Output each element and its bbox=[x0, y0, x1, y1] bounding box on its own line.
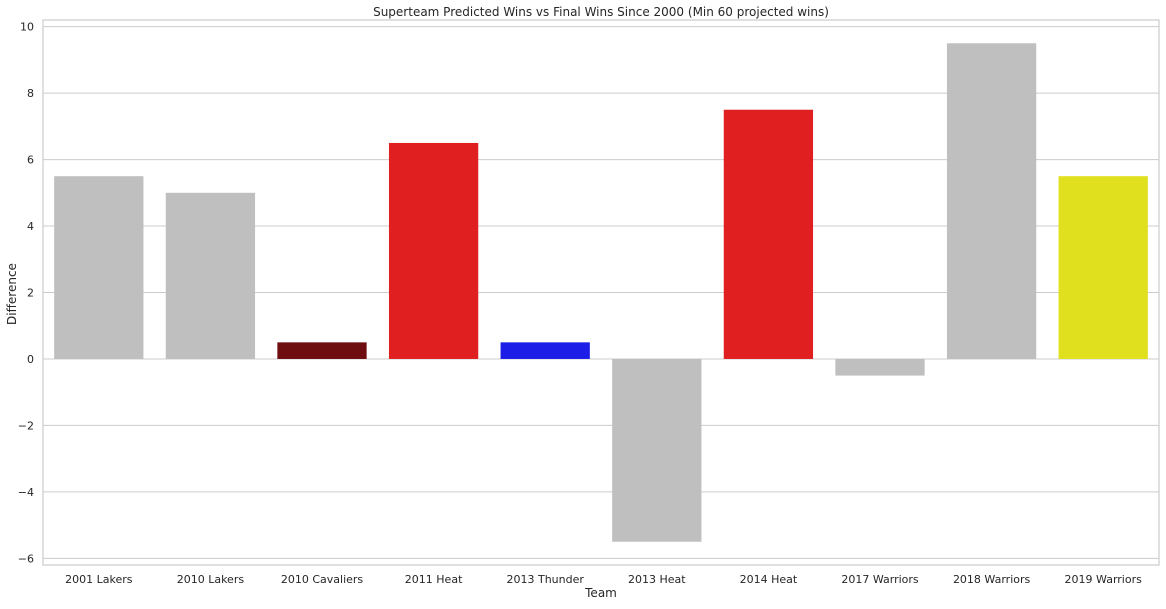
x-tick-label: 2017 Warriors bbox=[841, 573, 919, 586]
bar bbox=[1058, 176, 1148, 359]
x-tick-label: 2011 Heat bbox=[405, 573, 463, 586]
y-axis-label: Difference bbox=[5, 263, 19, 325]
y-tick-label: 2 bbox=[27, 287, 34, 300]
bar bbox=[54, 176, 144, 359]
y-axis-ticks: −6 −4 −2 0 2 4 6 8 10 bbox=[18, 21, 34, 566]
axes-frame bbox=[42, 19, 1160, 566]
x-tick-label: 2014 Heat bbox=[740, 573, 798, 586]
x-tick-label: 2013 Heat bbox=[628, 573, 686, 586]
y-tick-label: 0 bbox=[27, 353, 34, 366]
x-axis-ticks: 2001 Lakers 2010 Lakers 2010 Cavaliers 2011… bbox=[65, 573, 1142, 586]
y-tick-label: 6 bbox=[27, 154, 34, 167]
bar bbox=[388, 142, 479, 359]
x-tick-label: 2001 Lakers bbox=[65, 573, 133, 586]
x-tick-label: 2010 Lakers bbox=[177, 573, 245, 586]
bars bbox=[54, 43, 1148, 542]
y-tick-label: −2 bbox=[18, 419, 34, 432]
x-tick-label: 2018 Warriors bbox=[953, 573, 1031, 586]
x-axis-label: Team bbox=[584, 586, 617, 600]
bar bbox=[277, 342, 367, 359]
bar bbox=[946, 43, 1037, 359]
plot-frame bbox=[42, 19, 1160, 566]
x-tick-label: 2019 Warriors bbox=[1065, 573, 1143, 586]
bar bbox=[500, 342, 590, 359]
bar bbox=[612, 358, 702, 542]
y-tick-label: 10 bbox=[20, 21, 34, 34]
y-tick-label: −6 bbox=[18, 552, 34, 565]
y-tick-label: −4 bbox=[18, 486, 34, 499]
bar bbox=[835, 358, 925, 376]
bar bbox=[723, 109, 814, 359]
x-tick-label: 2010 Cavaliers bbox=[281, 573, 364, 586]
x-tick-label: 2013 Thunder bbox=[506, 573, 584, 586]
y-tick-label: 4 bbox=[27, 220, 34, 233]
y-tick-label: 8 bbox=[27, 87, 34, 100]
chart-title: Superteam Predicted Wins vs Final Wins S… bbox=[373, 5, 829, 19]
bar bbox=[165, 192, 256, 359]
